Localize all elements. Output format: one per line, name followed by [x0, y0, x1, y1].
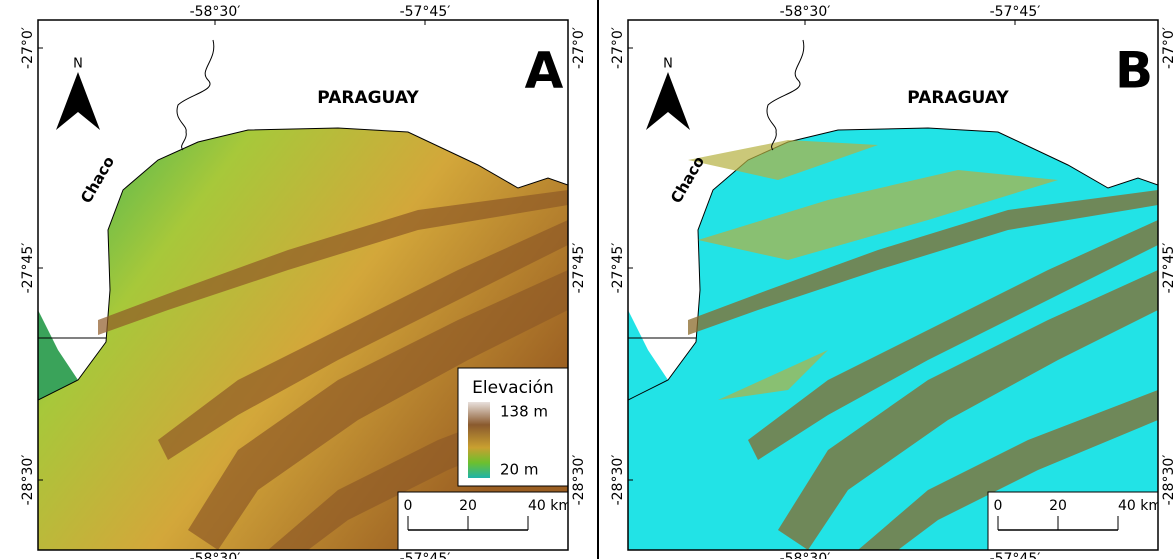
legend-min: 20 m — [500, 461, 538, 479]
left-tick-label: -27°45′ — [610, 243, 626, 294]
right-tick-label: -27°45′ — [1161, 243, 1174, 294]
country-label: PARAGUAY — [317, 88, 419, 108]
north-label: N — [73, 57, 83, 72]
top-tick-label: -57°45′ — [400, 4, 451, 20]
north-label: N — [663, 57, 673, 72]
panel-letter: A — [525, 42, 564, 100]
top-tick-label: -57°45′ — [990, 4, 1041, 20]
figure: NPARAGUAYChacoAElevación138 m20 m02040 k… — [0, 0, 1174, 559]
left-tick-label: -27°0′ — [20, 27, 36, 69]
left-tick-label: -27°0′ — [610, 27, 626, 69]
left-tick-label: -28°30′ — [610, 455, 626, 506]
panel-letter: B — [1115, 42, 1153, 100]
country-label: PARAGUAY — [907, 88, 1009, 108]
left-tick-label: -27°45′ — [20, 243, 36, 294]
bottom-tick-label: -58°30′ — [190, 551, 241, 559]
right-tick-label: -28°30′ — [1161, 455, 1174, 506]
top-tick-label: -58°30′ — [780, 4, 831, 20]
bottom-tick-label: -57°45′ — [990, 551, 1041, 559]
legend-max: 138 m — [500, 403, 548, 421]
legend-title: Elevación — [472, 378, 554, 398]
right-tick-label: -28°30′ — [571, 455, 587, 506]
scale-label: 40 km — [1118, 498, 1162, 514]
scale-label: 20 — [1049, 498, 1067, 514]
scale-label: 40 km — [528, 498, 572, 514]
right-tick-label: -27°0′ — [571, 27, 587, 69]
bottom-tick-label: -57°45′ — [400, 551, 451, 559]
top-tick-label: -58°30′ — [190, 4, 241, 20]
bottom-tick-label: -58°30′ — [780, 551, 831, 559]
right-tick-label: -27°0′ — [1161, 27, 1174, 69]
legend-ramp — [468, 402, 490, 478]
scale-label: 0 — [404, 498, 413, 514]
scale-label: 20 — [459, 498, 477, 514]
right-tick-label: -27°45′ — [571, 243, 587, 294]
scale-label: 0 — [994, 498, 1003, 514]
left-tick-label: -28°30′ — [20, 455, 36, 506]
